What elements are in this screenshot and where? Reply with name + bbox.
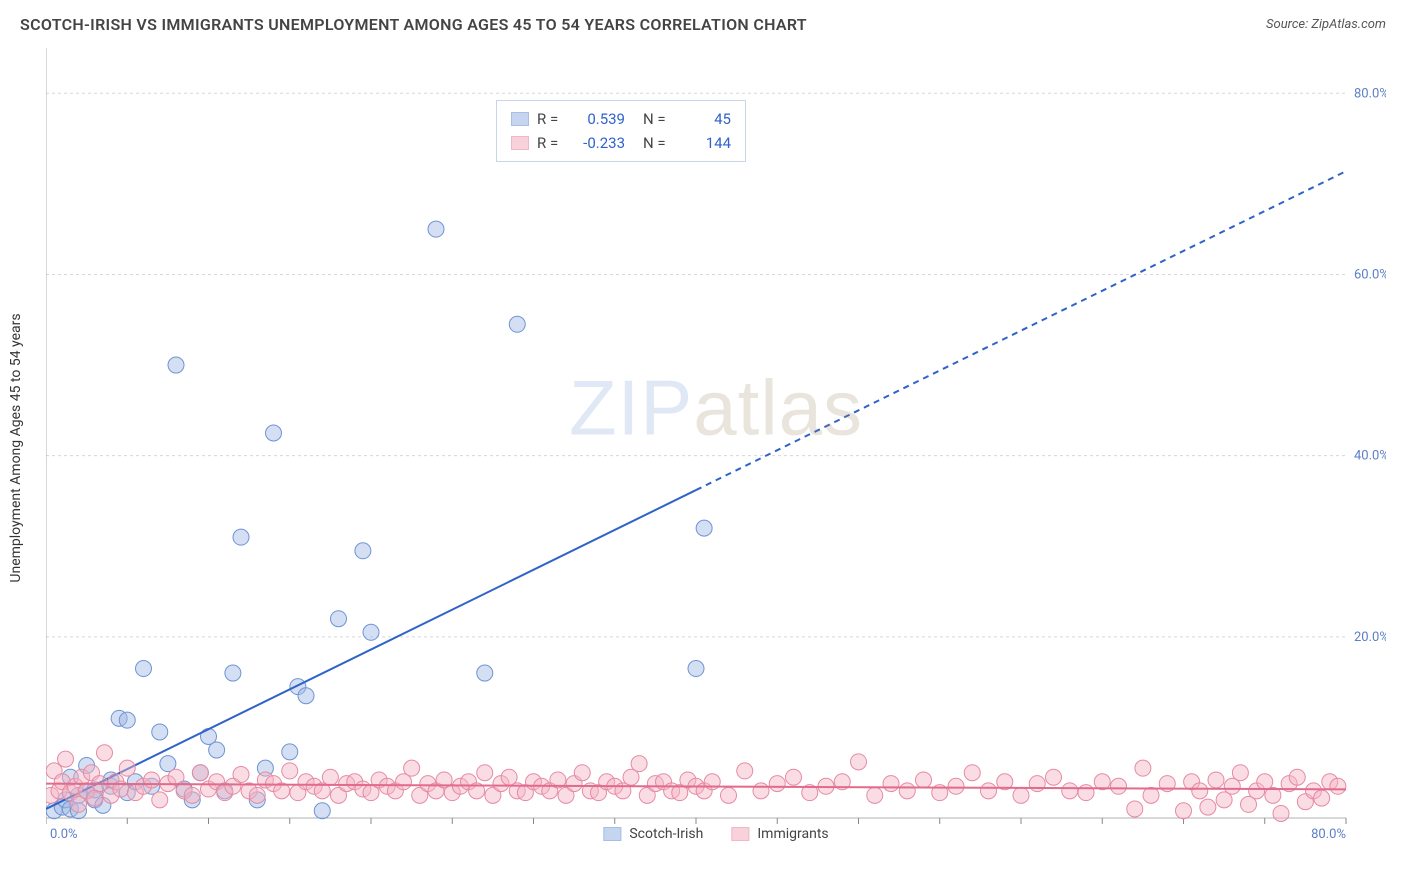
legend-item-immigrants: Immigrants [731,826,828,842]
series-legend: Scotch-Irish Immigrants [603,826,828,842]
svg-text:20.0%: 20.0% [1354,630,1386,645]
stats-row-immigrants: R = -0.233 N = 144 [511,131,731,155]
svg-text:80.0%: 80.0% [1354,86,1386,101]
n-label: N = [643,131,667,155]
legend-swatch [603,827,621,841]
legend-swatch [511,136,529,150]
scatter-plot: 20.0% 40.0% 60.0% 80.0% 0.0% 80.0% [46,48,1386,878]
chart-title: SCOTCH-IRISH VS IMMIGRANTS UNEMPLOYMENT … [20,15,807,34]
n-label: N = [643,107,667,131]
svg-text:60.0%: 60.0% [1354,267,1386,282]
legend-item-scotch-irish: Scotch-Irish [603,826,703,842]
series-immigrants [46,745,1346,822]
legend-label: Immigrants [757,826,828,842]
y-axis-label: Unemployment Among Ages 45 to 54 years [8,313,24,582]
n-value: 45 [675,107,731,131]
legend-swatch [511,112,529,126]
stats-row-scotch-irish: R = 0.539 N = 45 [511,107,731,131]
legend-swatch [731,827,749,841]
r-value: 0.539 [569,107,625,131]
svg-text:0.0%: 0.0% [50,827,78,842]
r-label: R = [537,107,561,131]
n-value: 144 [675,131,731,155]
stats-legend-box: R = 0.539 N = 45 R = -0.233 N = 144 [496,100,746,162]
svg-text:40.0%: 40.0% [1354,449,1386,464]
chart-container: Unemployment Among Ages 45 to 54 years 2… [46,48,1386,848]
r-label: R = [537,131,561,155]
legend-label: Scotch-Irish [629,826,703,842]
source-attribution: Source: ZipAtlas.com [1266,17,1386,32]
r-value: -0.233 [569,131,625,155]
svg-text:80.0%: 80.0% [1311,827,1346,842]
series-scotch-irish [46,171,1346,819]
